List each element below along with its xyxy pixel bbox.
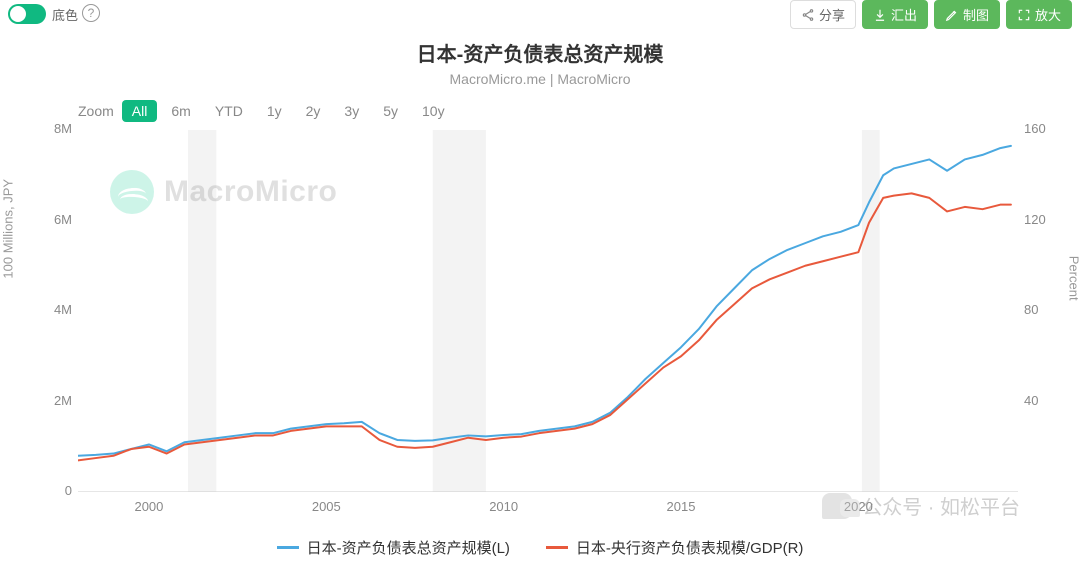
zoom-range-label: Zoom (78, 103, 114, 119)
wechat-icon (822, 493, 852, 519)
x-tick: 2000 (134, 499, 163, 514)
legend-label: 日本-央行资产负债表规模/GDP(R) (576, 537, 804, 558)
zoom-range-row: Zoom All6mYTD1y2y3y5y10y (78, 100, 455, 122)
help-icon[interactable]: ? (82, 4, 100, 22)
y-right-tick: 80 (1024, 302, 1060, 317)
x-tick: 2010 (489, 499, 518, 514)
y-right-tick: 40 (1024, 393, 1060, 408)
legend-label: 日本-资产负债表总资产规模(L) (307, 537, 510, 558)
top-buttons: 分享 汇出 制图 放大 (790, 0, 1072, 29)
share-button[interactable]: 分享 (790, 0, 856, 29)
expand-icon (1017, 8, 1031, 22)
y-left-axis-title: 100 Millions, JPY (1, 179, 16, 279)
y-left-tick: 8M (36, 121, 72, 136)
export-label: 汇出 (891, 5, 917, 24)
toggle-label: 底色 (52, 5, 78, 24)
y-right-axis-title: Percent (1067, 256, 1080, 301)
macromicro-watermark-text: MacroMicro (164, 175, 337, 209)
top-bar: 底色 ? 分享 汇出 制图 放大 (2, 2, 1078, 30)
macromicro-watermark: MacroMicro (110, 170, 337, 214)
macromicro-logo-icon (110, 170, 154, 214)
zoom-option-10y[interactable]: 10y (412, 100, 455, 122)
pencil-icon (945, 8, 959, 22)
y-right-tick: 160 (1024, 121, 1060, 136)
x-tick: 2015 (667, 499, 696, 514)
zoom-option-6m[interactable]: 6m (161, 100, 200, 122)
legend: 日本-资产负债表总资产规模(L) 日本-央行资产负债表规模/GDP(R) (0, 536, 1080, 558)
wechat-watermark-text: 公众号 · 如松平台 (862, 491, 1020, 520)
chart-subtitle: MacroMicro.me | MacroMicro (0, 71, 1080, 87)
draw-button[interactable]: 制图 (934, 0, 1000, 29)
y-left-tick: 4M (36, 302, 72, 317)
zoom-option-2y[interactable]: 2y (296, 100, 331, 122)
zoom-option-3y[interactable]: 3y (334, 100, 369, 122)
zoom-option-1y[interactable]: 1y (257, 100, 292, 122)
download-icon (873, 8, 887, 22)
background-toggle[interactable] (8, 4, 46, 24)
zoom-label: 放大 (1035, 5, 1061, 24)
y-left-tick: 0 (36, 483, 72, 498)
legend-swatch (277, 546, 299, 549)
share-icon (801, 8, 815, 22)
zoom-option-ytd[interactable]: YTD (205, 100, 253, 122)
share-label: 分享 (819, 5, 845, 24)
x-tick: 2005 (312, 499, 341, 514)
zoom-option-5y[interactable]: 5y (373, 100, 408, 122)
legend-item[interactable]: 日本-央行资产负债表规模/GDP(R) (546, 537, 804, 558)
draw-label: 制图 (963, 5, 989, 24)
export-button[interactable]: 汇出 (862, 0, 928, 29)
wechat-watermark: 公众号 · 如松平台 (822, 491, 1020, 520)
legend-item[interactable]: 日本-资产负债表总资产规模(L) (277, 537, 510, 558)
y-right-tick: 120 (1024, 212, 1060, 227)
zoom-button[interactable]: 放大 (1006, 0, 1072, 29)
zoom-option-all[interactable]: All (122, 100, 158, 122)
legend-swatch (546, 546, 568, 549)
y-left-tick: 6M (36, 212, 72, 227)
chart-title: 日本-资产负债表总资产规模 (0, 38, 1080, 67)
y-left-tick: 2M (36, 393, 72, 408)
chart-title-block: 日本-资产负债表总资产规模 MacroMicro.me | MacroMicro (0, 38, 1080, 87)
